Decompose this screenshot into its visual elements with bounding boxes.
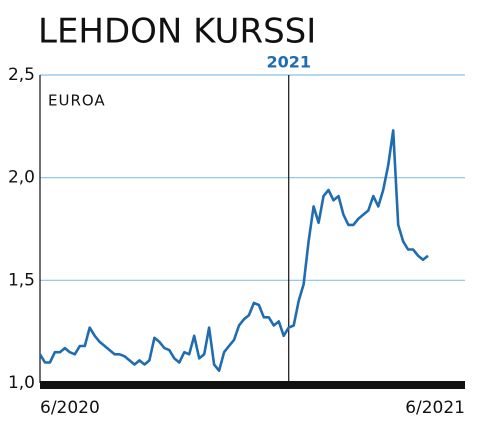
year-label: 2021 <box>266 53 311 72</box>
price-line <box>38 129 429 372</box>
y-tick-label: 2,0 <box>8 168 35 188</box>
y-tick-label: 1,0 <box>8 373 35 393</box>
x-axis-bar <box>40 381 465 389</box>
y-tick-label: 1,5 <box>8 270 35 290</box>
x-tick-label: 6/2020 <box>40 398 100 418</box>
y-unit: EUROA <box>48 92 106 110</box>
chart-title: LEHDON KURSSI <box>38 12 316 52</box>
y-tick-label: 2,5 <box>8 65 35 85</box>
x-tick-label: 6/2021 <box>405 398 465 418</box>
